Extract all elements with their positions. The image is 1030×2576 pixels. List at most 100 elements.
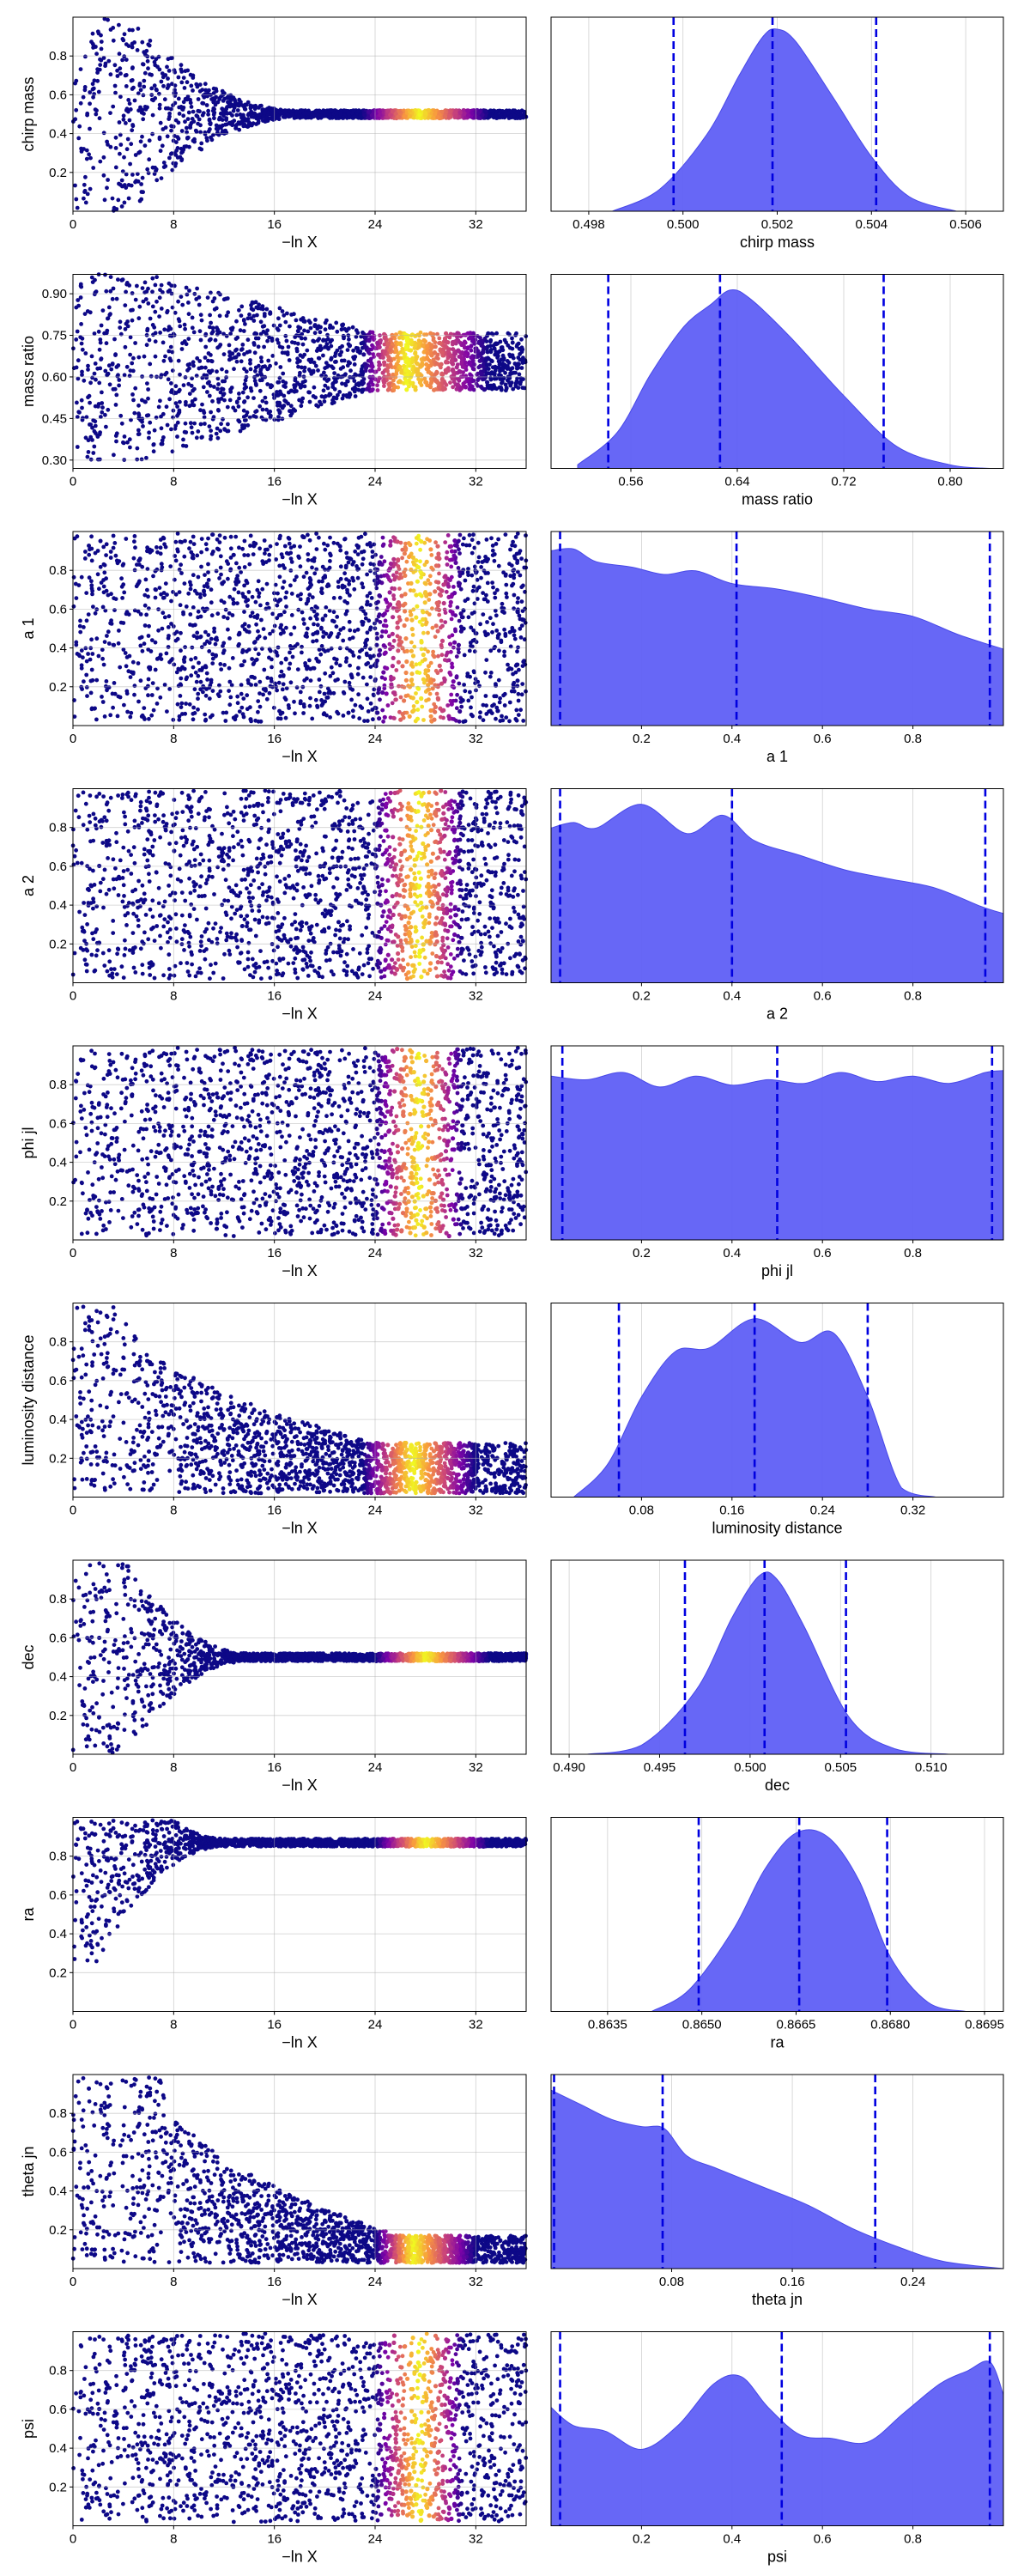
trace-point: [254, 409, 259, 414]
trace-point: [152, 83, 157, 88]
trace-point-hot: [413, 343, 418, 349]
trace-point: [199, 318, 204, 323]
trace-point: [253, 381, 258, 386]
trace-point-hot: [404, 387, 409, 392]
trace-point: [351, 714, 355, 720]
trace-panel-3: 0 8 16 24 320.20.40.60.8−ln Xa 1: [20, 531, 529, 765]
trace-point: [144, 343, 149, 348]
trace-point: [212, 385, 216, 389]
trace-point-hot: [375, 340, 380, 345]
trace-point: [380, 535, 385, 540]
trace-point: [128, 352, 133, 357]
trace-point: [439, 371, 445, 376]
trace-point: [75, 400, 79, 405]
trace-point-hot: [407, 369, 412, 374]
trace-point: [211, 100, 216, 105]
trace-point: [301, 711, 306, 715]
trace-point: [502, 627, 506, 632]
trace-point: [235, 701, 240, 706]
trace-point: [156, 404, 161, 410]
trace-point: [495, 352, 500, 357]
trace-point: [191, 109, 196, 114]
trace-point: [91, 166, 96, 170]
trace-point: [158, 149, 163, 154]
trace-point: [463, 689, 468, 694]
trace-point: [329, 355, 334, 361]
trace-point: [197, 329, 203, 334]
trace-point: [246, 123, 251, 128]
trace-point: [134, 179, 139, 184]
trace-point: [104, 289, 109, 294]
trace-point: [88, 380, 93, 386]
trace-point: [185, 80, 190, 85]
trace-point: [478, 622, 482, 627]
trace-point: [178, 399, 182, 404]
trace-point-hot: [445, 348, 451, 354]
trace-point: [129, 142, 134, 147]
trace-point: [494, 331, 499, 336]
trace-point: [336, 585, 341, 589]
trace-point: [181, 100, 186, 105]
trace-point: [113, 146, 118, 150]
trace-point: [158, 288, 162, 292]
trace-point: [88, 422, 92, 427]
trace-point: [178, 603, 183, 608]
trace-point: [516, 691, 521, 696]
trace-point: [218, 343, 223, 347]
trace-point: [512, 633, 517, 638]
trace-point: [318, 113, 324, 118]
trace-point: [264, 400, 269, 405]
trace-point: [149, 713, 154, 718]
trace-point: [245, 100, 251, 105]
trace-point: [167, 687, 173, 691]
trace-point: [149, 72, 154, 77]
trace-point: [106, 316, 110, 321]
trace-point: [317, 355, 322, 361]
trace-point-hot: [378, 112, 383, 118]
trace-point: [117, 22, 121, 27]
trace-point: [494, 716, 498, 721]
trace-point: [212, 626, 217, 631]
trace-point: [199, 147, 204, 152]
trace-point: [157, 135, 162, 140]
trace-point-hot: [362, 112, 367, 118]
trace-point: [276, 680, 282, 685]
trace-point: [383, 618, 388, 623]
trace-point: [173, 391, 179, 395]
trace-point: [258, 319, 264, 325]
trace-point: [280, 555, 285, 560]
trace-point: [504, 591, 509, 596]
trace-point: [251, 307, 256, 313]
trace-point: [314, 108, 319, 113]
trace-point: [187, 289, 191, 293]
trace-point: [488, 348, 494, 352]
trace-point-hot: [444, 360, 449, 365]
trace-point: [86, 450, 91, 454]
trace-point: [348, 663, 352, 668]
trace-point: [138, 105, 142, 110]
trace-point: [267, 690, 272, 696]
trace-point: [86, 363, 90, 368]
trace-point-hot: [484, 371, 490, 376]
trace-point: [95, 433, 100, 438]
trace-point: [334, 380, 338, 384]
trace-point: [183, 119, 187, 125]
trace-point: [221, 379, 225, 384]
trace-point: [262, 324, 267, 329]
trace-point: [203, 629, 208, 635]
trace-point: [79, 648, 84, 653]
trace-point: [88, 457, 94, 462]
trace-point: [366, 349, 371, 355]
trace-point: [204, 671, 209, 676]
trace-point: [111, 104, 116, 109]
trace-point: [283, 715, 288, 720]
trace-point: [313, 395, 318, 400]
tick-label-x: 0: [70, 217, 76, 232]
trace-point: [146, 387, 151, 392]
trace-point: [347, 680, 352, 685]
trace-point: [106, 592, 111, 598]
trace-point: [108, 27, 113, 32]
trace-point: [156, 54, 161, 59]
trace-point: [215, 435, 221, 440]
trace-point: [323, 567, 327, 572]
